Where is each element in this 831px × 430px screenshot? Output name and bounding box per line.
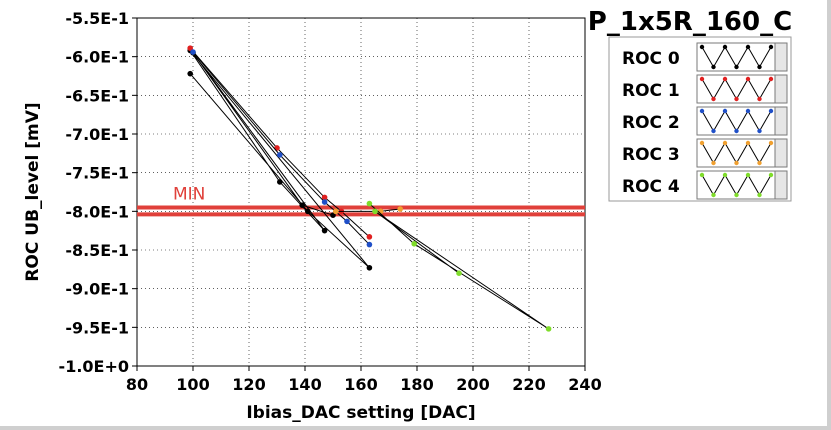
legend-swatch-marker <box>734 192 739 198</box>
legend-swatch-scroll <box>774 42 788 72</box>
legend-swatch-marker <box>711 192 716 198</box>
x-tick-label: 200 <box>456 375 489 394</box>
data-point <box>366 241 373 248</box>
legend-swatch-marker <box>757 64 762 70</box>
legend-swatch-marker <box>722 44 728 50</box>
legend-swatch-scroll <box>774 106 788 136</box>
data-point <box>411 241 418 247</box>
x-tick-label: 160 <box>344 375 377 394</box>
legend-swatch-marker <box>699 172 705 178</box>
legend-label: ROC 2 <box>622 113 680 133</box>
data-point <box>397 206 404 212</box>
x-tick-label: 140 <box>288 375 321 394</box>
series-group <box>187 45 552 332</box>
x-tick-label: 80 <box>126 375 148 394</box>
data-point <box>190 49 196 55</box>
legend-swatch-marker <box>722 76 728 82</box>
legend-swatch-marker <box>699 76 705 82</box>
data-point <box>277 179 283 185</box>
legend-swatch-marker <box>768 76 774 82</box>
legend-swatch-marker <box>699 140 705 146</box>
legend-swatch-marker <box>734 96 739 102</box>
x-tick-label: 180 <box>400 375 433 394</box>
y-tick-label: -5.5E-1 <box>65 9 129 28</box>
reference-line-label: MIN <box>173 184 205 204</box>
legend-swatch-marker <box>699 108 705 114</box>
legend-swatch-marker <box>711 96 716 102</box>
legend-swatch-marker <box>711 160 716 166</box>
legend-swatch-marker <box>745 140 751 146</box>
data-point <box>321 194 328 201</box>
y-tick-label: -1.0E+0 <box>59 357 129 376</box>
data-point <box>187 70 193 77</box>
data-point <box>321 199 328 205</box>
legend-label: ROC 0 <box>622 49 680 69</box>
legend-swatch-scroll <box>774 74 788 104</box>
legend-swatch-scroll <box>774 170 788 200</box>
x-tick-label: 120 <box>232 375 265 394</box>
data-point <box>366 264 373 271</box>
legend-swatch-marker <box>722 140 728 146</box>
data-point <box>321 227 328 234</box>
legend-swatch-marker <box>757 96 762 102</box>
data-point <box>277 152 283 158</box>
axes: 80 100 120 140 160 180 200 220 240 -5.5E-1 -6.0E-1… <box>59 9 602 394</box>
y-tick-label: -9.5E-1 <box>65 318 129 337</box>
chart-title: P_1x5R_160_C <box>588 7 792 37</box>
legend-swatch-marker <box>757 192 762 198</box>
legend-swatch-marker <box>745 108 751 114</box>
y-tick-label: -7.0E-1 <box>65 125 129 144</box>
legend-label: ROC 4 <box>622 177 680 197</box>
legend-swatch-marker <box>734 64 739 70</box>
legend: ROC 0 ROC 1 ROC 2 ROC 3 ROC 4 <box>608 36 792 202</box>
data-point <box>330 212 336 218</box>
data-point <box>344 218 350 225</box>
legend-swatch-marker <box>734 160 739 166</box>
legend-label: ROC 1 <box>622 81 680 101</box>
y-tick-label: -6.0E-1 <box>65 48 129 67</box>
data-point <box>372 208 378 215</box>
legend-swatch-marker <box>745 76 751 82</box>
legend-swatch-marker <box>699 44 705 50</box>
legend-swatch-marker <box>745 172 751 178</box>
data-point <box>366 200 373 207</box>
x-axis-title: Ibias_DAC setting [DAC] <box>246 403 475 423</box>
y-tick-label: -9.0E-1 <box>65 280 129 299</box>
y-tick-label: -7.5E-1 <box>65 164 129 183</box>
legend-swatch-marker <box>711 64 716 70</box>
data-point <box>187 45 193 51</box>
x-tick-label: 220 <box>512 375 545 394</box>
legend-swatch-marker <box>768 44 774 50</box>
y-tick-label: -8.5E-1 <box>65 241 129 260</box>
data-point <box>305 208 311 215</box>
y-tick-label: -8.0E-1 <box>65 202 129 221</box>
legend-swatch-marker <box>768 140 774 146</box>
legend-swatch-marker <box>734 128 739 134</box>
data-point <box>545 326 552 332</box>
legend-swatch-scroll <box>774 138 788 168</box>
data-point <box>366 234 373 240</box>
legend-swatch-marker <box>722 172 728 178</box>
data-point <box>333 208 339 215</box>
x-tick-label: 240 <box>568 375 601 394</box>
legend-swatch-marker <box>757 160 762 166</box>
data-point <box>299 202 306 208</box>
y-tick-label: -6.5E-1 <box>65 86 129 105</box>
legend-swatch-marker <box>711 128 716 134</box>
y-axis-title: ROC UB_level [mV] <box>23 102 43 281</box>
legend-swatch-marker <box>768 172 774 178</box>
legend-label: ROC 3 <box>622 145 680 165</box>
legend-swatch-marker <box>745 44 751 50</box>
reference-lines: MIN <box>137 184 585 217</box>
legend-swatch-marker <box>768 108 774 114</box>
legend-swatch-marker <box>757 128 762 134</box>
data-point <box>456 270 462 277</box>
legend-swatch-marker <box>722 108 728 114</box>
x-tick-label: 100 <box>176 375 209 394</box>
